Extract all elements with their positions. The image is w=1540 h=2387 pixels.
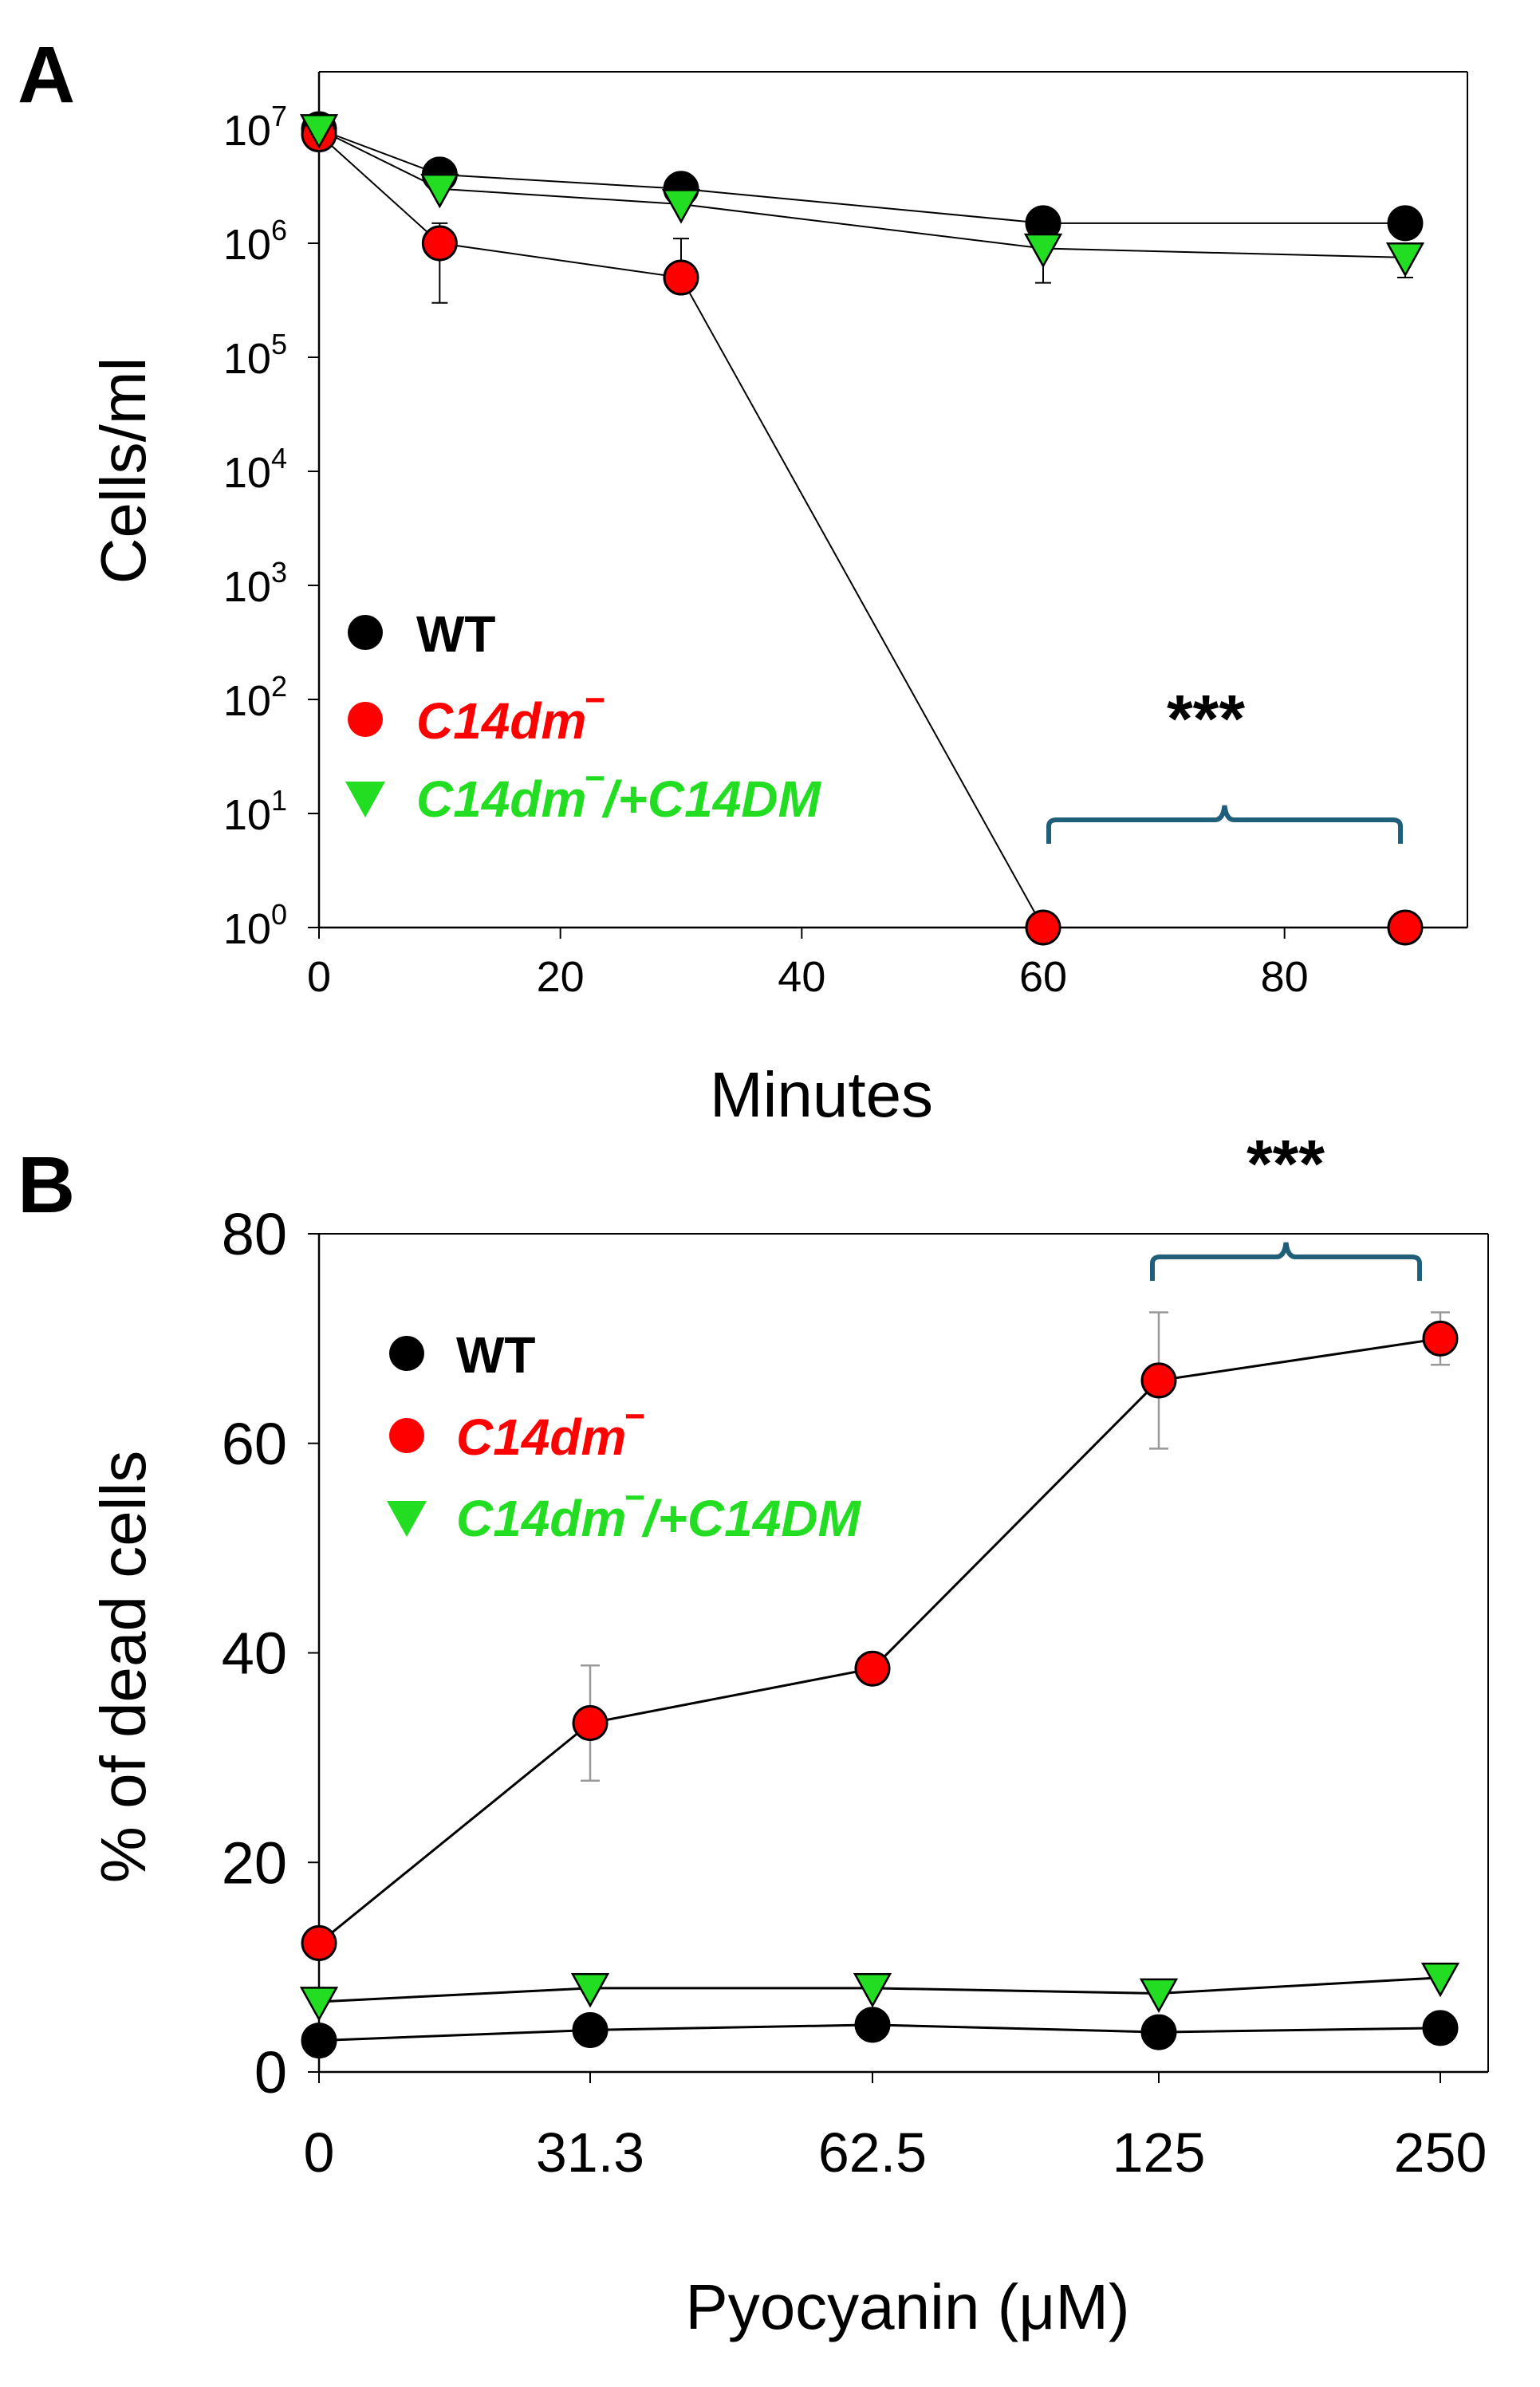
panel-b-point-1-4 xyxy=(1422,1320,1459,1357)
panel-b-y-tick-label: 20 xyxy=(222,1830,287,1896)
panel-b: B 0 31.3 62.5 125 250 0 20 40 60 80 WT C14dm‾ C14dm‾… xyxy=(18,1126,1489,2342)
panel-a-y-tick-label: 104 xyxy=(223,442,287,497)
panel-a-point-2-1 xyxy=(420,173,459,209)
panel-b-legend-label-2: C14dm‾/+C14DM xyxy=(456,1490,862,1547)
panel-b-plot-area: 0 31.3 62.5 125 250 0 20 40 60 80 WT C14dm‾ C14dm‾/+… xyxy=(222,1126,1489,2184)
panel-b-legend-marker-2 xyxy=(387,1501,427,1537)
panel-b-point-2-0 xyxy=(299,1987,339,2022)
panel-b-x-axis-label: Pyocyanin (μM) xyxy=(685,2271,1129,2342)
panel-b-point-0-1 xyxy=(572,2011,609,2048)
panel-a-point-2-3 xyxy=(1023,233,1063,269)
panel-b-point-0-0 xyxy=(301,2023,337,2059)
panel-a-y-tick-label: 101 xyxy=(223,784,287,839)
panel-a-x-tick-label: 20 xyxy=(537,953,585,1001)
panel-b-y-tick-label: 40 xyxy=(222,1621,287,1687)
panel-b-point-2-4 xyxy=(1420,1962,1460,1998)
panel-a-legend-label-1: C14dm‾ xyxy=(416,692,604,750)
panel-a-x-tick-label: 40 xyxy=(778,953,825,1001)
panel-a-y-tick-label: 103 xyxy=(223,556,287,611)
panel-b-point-2-2 xyxy=(853,1973,892,2008)
panel-b-x-tick-label: 62.5 xyxy=(818,2121,927,2184)
panel-b-point-1-3 xyxy=(1140,1362,1177,1399)
panel-b-x-tick-label: 0 xyxy=(304,2121,335,2184)
panel-a-series-line-2 xyxy=(318,128,1406,258)
panel-a-plot-area: 0 20 40 60 80 100 101 102 103 104 105 106 107 WT C14dm… xyxy=(223,71,1468,1001)
panel-a-y-tick-label: 105 xyxy=(223,328,287,383)
panel-a: A 0 20 40 60 80 100 101 102 103 104 105 106 107 WT C14… xyxy=(18,30,1468,1130)
panel-a-point-1-3 xyxy=(1025,909,1061,946)
panel-b-y-tick-label: 80 xyxy=(222,1201,287,1267)
panel-a-x-axis-label: Minutes xyxy=(710,1059,933,1130)
panel-b-y-tick-label: 0 xyxy=(254,2039,287,2105)
panel-a-y-axis-label: Cells/ml xyxy=(88,357,159,584)
panel-b-point-0-3 xyxy=(1140,2014,1177,2050)
panel-b-legend-label-0: WT xyxy=(456,1326,536,1384)
panel-b-legend-marker-1 xyxy=(389,1418,424,1453)
panel-a-point-2-2 xyxy=(661,189,701,224)
panel-a-y-tick-label: 102 xyxy=(223,670,287,725)
panel-a-letter: A xyxy=(18,30,75,120)
panel-b-point-0-2 xyxy=(854,2007,891,2043)
panel-b-legend-label-1: C14dm‾ xyxy=(456,1408,644,1466)
panel-a-y-tick-label: 100 xyxy=(223,898,287,953)
panel-b-point-1-2 xyxy=(854,1650,891,1687)
panel-a-point-1-2 xyxy=(663,259,699,296)
panel-b-significance-bracket xyxy=(1150,1242,1422,1281)
panel-b-x-tick-label: 31.3 xyxy=(536,2121,644,2184)
panel-a-significance-stars: *** xyxy=(1167,681,1245,756)
panel-a-legend-marker-2 xyxy=(345,782,385,817)
panel-a-point-2-4 xyxy=(1385,242,1425,278)
panel-b-x-tick-label: 250 xyxy=(1394,2121,1487,2184)
panel-b-y-tick-label: 60 xyxy=(222,1411,287,1477)
panel-b-significance-stars: *** xyxy=(1247,1126,1325,1201)
panel-a-legend-label-0: WT xyxy=(416,605,496,663)
panel-a-y-tick-label: 107 xyxy=(223,100,287,155)
panel-b-legend-marker-0 xyxy=(389,1336,424,1371)
panel-b-point-1-0 xyxy=(301,1924,337,1961)
panel-a-y-tick-label: 106 xyxy=(223,214,287,269)
panel-a-legend-label-2: C14dm‾/+C14DM xyxy=(416,770,822,828)
panel-a-x-tick-label: 60 xyxy=(1019,953,1067,1001)
panel-a-x-tick-label: 80 xyxy=(1261,953,1309,1001)
panel-b-letter: B xyxy=(18,1140,75,1230)
panel-a-point-1-1 xyxy=(421,225,458,262)
panel-a-series-line-0 xyxy=(318,128,1405,224)
panel-a-point-2-0 xyxy=(299,114,339,149)
panel-b-x-tick-label: 125 xyxy=(1113,2121,1206,2184)
panel-b-point-0-4 xyxy=(1422,2010,1459,2046)
panel-a-point-1-4 xyxy=(1387,909,1424,946)
panel-b-y-axis-label: % of dead cells xyxy=(88,1451,159,1884)
panel-a-significance-bracket xyxy=(1046,805,1403,844)
panel-b-point-2-3 xyxy=(1139,1978,1179,2014)
panel-a-legend-marker-0 xyxy=(348,615,383,650)
panel-a-point-0-4 xyxy=(1387,205,1424,242)
panel-a-legend-marker-1 xyxy=(348,702,383,737)
panel-b-point-1-1 xyxy=(572,1705,609,1742)
panel-a-x-tick-label: 0 xyxy=(307,953,331,1001)
panel-b-point-2-1 xyxy=(570,1973,610,2008)
